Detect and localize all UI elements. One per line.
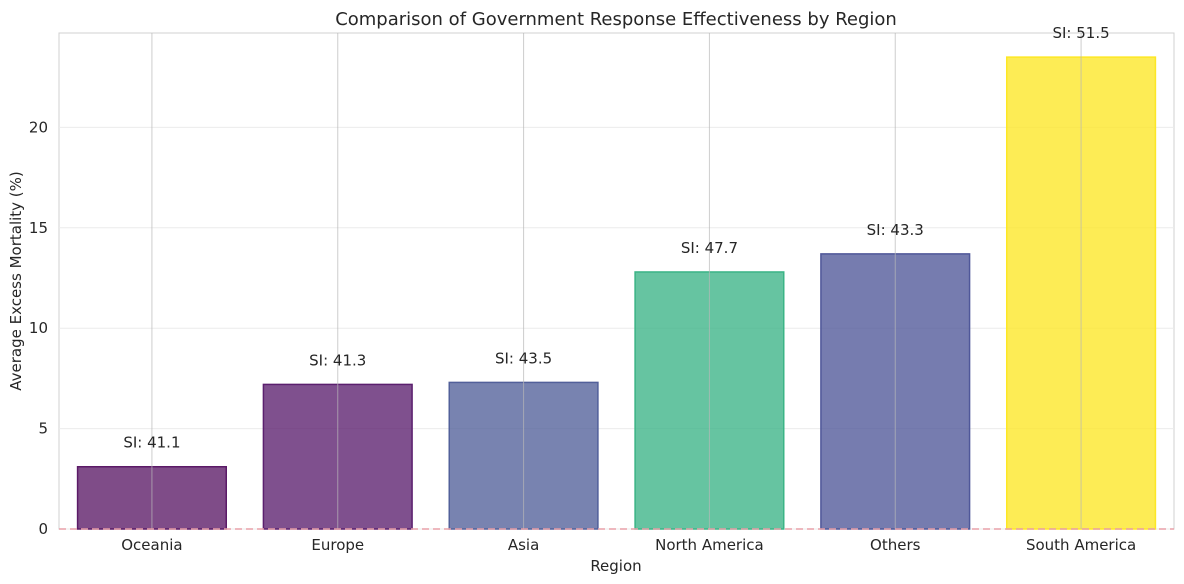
bar-annotation: SI: 43.5 [495, 349, 552, 367]
y-tick-label: 20 [29, 118, 48, 136]
x-tick-label: North America [655, 536, 764, 554]
y-tick-label: 5 [38, 420, 48, 438]
y-tick-label: 0 [38, 520, 48, 538]
x-tick-label: South America [1026, 536, 1136, 554]
x-tick-label: Europe [311, 536, 364, 554]
chart-title: Comparison of Government Response Effect… [335, 9, 897, 30]
y-axis-label: Average Excess Mortality (%) [7, 171, 25, 391]
y-tick-label: 15 [29, 219, 48, 237]
x-tick-label: Others [870, 536, 921, 554]
vertical-grid-lines [151, 33, 1082, 529]
grid-lines [59, 126, 1174, 530]
x-tick-label: Oceania [121, 536, 182, 554]
plot-area [58, 32, 1175, 530]
y-tick-label: 10 [29, 319, 48, 337]
bar-annotation: SI: 41.3 [309, 351, 366, 369]
bar-annotation: SI: 43.3 [867, 221, 924, 239]
bar-annotation: SI: 51.5 [1052, 24, 1109, 42]
bar-annotation: SI: 41.1 [123, 434, 180, 452]
x-axis-ticks: Oceania Europe Asia North America Others Sout… [121, 536, 1136, 554]
x-axis-label: Region [590, 557, 641, 575]
x-tick-label: Asia [508, 536, 539, 554]
bar-annotations: SI: 41.1 SI: 41.3 SI: 43.5 SI: 47.7 SI: 43.3… [123, 24, 1109, 452]
bar-annotation: SI: 47.7 [681, 239, 738, 257]
y-axis-ticks: 0 5 10 15 20 [29, 118, 48, 538]
